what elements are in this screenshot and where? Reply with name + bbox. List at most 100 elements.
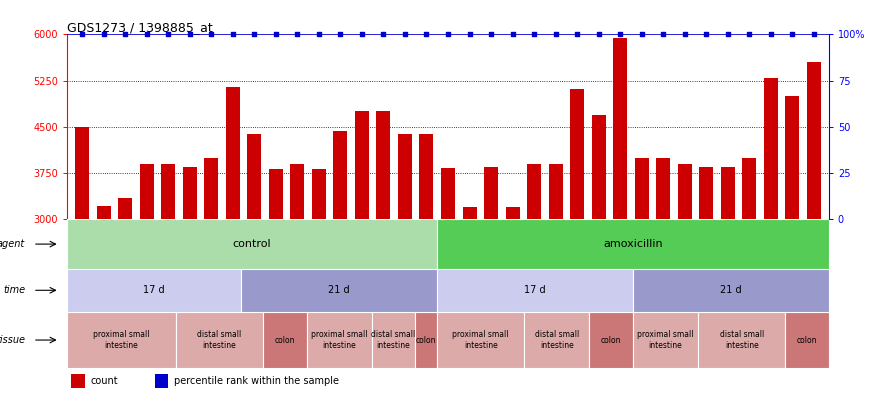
Text: tissue: tissue	[0, 335, 25, 345]
Bar	[437, 269, 633, 311]
Point	[161, 31, 176, 38]
Bar	[306, 311, 372, 369]
Bar	[75, 127, 90, 219]
Point	[97, 31, 111, 38]
Bar	[505, 207, 520, 219]
Point	[290, 31, 305, 38]
Point	[398, 31, 412, 38]
Text: percentile rank within the sample: percentile rank within the sample	[174, 376, 339, 386]
Text: 21 d: 21 d	[329, 285, 350, 295]
Bar	[484, 167, 498, 219]
Text: proximal small
intestine: proximal small intestine	[311, 330, 367, 350]
Bar	[376, 111, 391, 219]
Point	[763, 31, 778, 38]
Bar	[140, 164, 154, 219]
Bar	[785, 96, 799, 219]
Text: GDS1273 / 1398885_at: GDS1273 / 1398885_at	[67, 21, 213, 34]
Bar	[570, 89, 584, 219]
Bar	[290, 164, 305, 219]
Point	[806, 31, 821, 38]
Point	[677, 31, 692, 38]
Point	[269, 31, 283, 38]
Point	[570, 31, 584, 38]
Point	[785, 31, 799, 38]
Bar	[677, 164, 692, 219]
Bar	[204, 158, 219, 219]
Point	[720, 31, 735, 38]
Point	[247, 31, 262, 38]
Bar	[548, 164, 563, 219]
Bar	[183, 167, 197, 219]
Point	[226, 31, 240, 38]
Point	[527, 31, 541, 38]
Bar	[720, 167, 735, 219]
Text: agent: agent	[0, 239, 25, 249]
Text: 17 d: 17 d	[524, 285, 546, 295]
Bar	[763, 77, 778, 219]
Bar	[312, 169, 326, 219]
Point	[312, 31, 326, 38]
Text: colon: colon	[274, 335, 295, 345]
Bar	[67, 219, 437, 269]
Bar	[333, 130, 348, 219]
Text: count: count	[90, 376, 117, 386]
Bar	[155, 374, 168, 388]
Bar	[699, 167, 713, 219]
Point	[699, 31, 713, 38]
Text: distal small
intestine: distal small intestine	[372, 330, 416, 350]
Point	[634, 31, 649, 38]
Point	[484, 31, 498, 38]
Bar	[419, 134, 434, 219]
Bar	[247, 134, 262, 219]
Bar	[785, 311, 829, 369]
Text: proximal small
intestine: proximal small intestine	[452, 330, 509, 350]
Bar	[226, 87, 240, 219]
Bar	[372, 311, 416, 369]
Point	[183, 31, 197, 38]
Point	[742, 31, 756, 38]
Point	[591, 31, 606, 38]
Bar	[269, 169, 283, 219]
Point	[548, 31, 563, 38]
Text: amoxicillin: amoxicillin	[603, 239, 663, 249]
Point	[75, 31, 90, 38]
Text: 17 d: 17 d	[143, 285, 165, 295]
Text: time: time	[4, 285, 25, 295]
Bar	[71, 374, 85, 388]
Bar	[67, 311, 176, 369]
Point	[656, 31, 670, 38]
Bar	[118, 198, 133, 219]
Point	[441, 31, 455, 38]
Bar	[355, 111, 369, 219]
Bar	[634, 158, 649, 219]
Text: colon: colon	[797, 335, 817, 345]
Point	[419, 31, 434, 38]
Bar	[742, 158, 756, 219]
Bar	[398, 134, 412, 219]
Text: control: control	[233, 239, 271, 249]
Bar	[656, 158, 670, 219]
Point	[355, 31, 369, 38]
Text: colon: colon	[416, 335, 436, 345]
Point	[333, 31, 348, 38]
Point	[462, 31, 477, 38]
Bar	[524, 311, 590, 369]
Bar	[590, 311, 633, 369]
Point	[204, 31, 219, 38]
Text: distal small
intestine: distal small intestine	[719, 330, 764, 350]
Bar	[698, 311, 785, 369]
Bar	[437, 311, 524, 369]
Bar	[97, 206, 111, 219]
Bar	[437, 219, 829, 269]
Text: 21 d: 21 d	[720, 285, 742, 295]
Bar	[527, 164, 541, 219]
Bar	[67, 269, 241, 311]
Point	[376, 31, 391, 38]
Bar	[176, 311, 263, 369]
Bar	[633, 269, 829, 311]
Text: proximal small
intestine: proximal small intestine	[93, 330, 150, 350]
Bar	[441, 168, 455, 219]
Text: distal small
intestine: distal small intestine	[535, 330, 579, 350]
Bar	[416, 311, 437, 369]
Point	[613, 31, 627, 38]
